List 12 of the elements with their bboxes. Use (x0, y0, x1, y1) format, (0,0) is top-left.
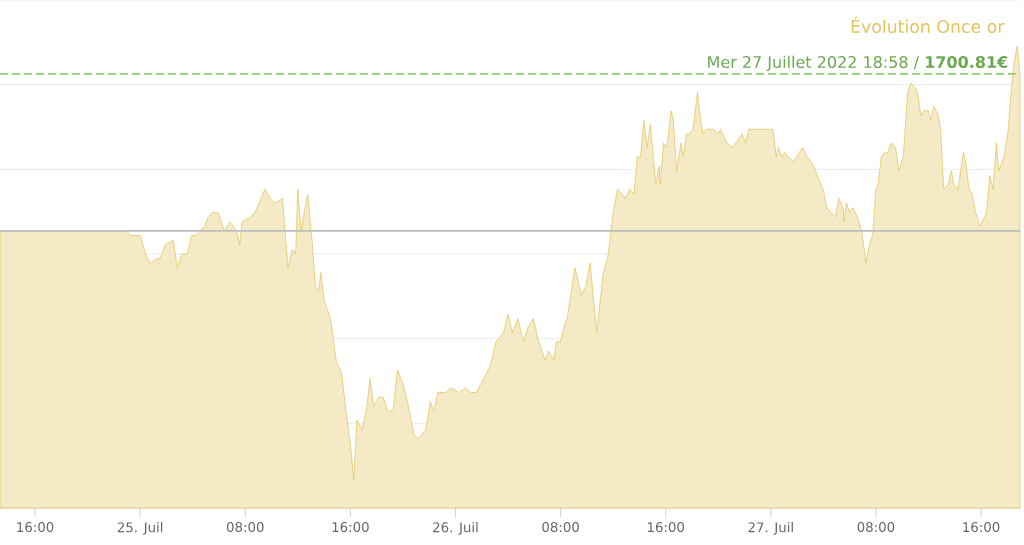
chart-title: Évolution Once or (851, 16, 1005, 34)
x-tick-label: 16:00 (647, 522, 685, 533)
annotation: Mer 27 Juillet 2022 18:58 / 1700.81€ (708, 55, 1008, 72)
x-tick-label: 16:00 (963, 522, 1000, 533)
x-tick-label: 27. Juil (748, 522, 793, 535)
x-tick-label: 08:00 (857, 522, 895, 533)
x-tick-label: 16:00 (332, 522, 369, 533)
x-tick-label: 16:00 (17, 522, 54, 533)
x-tick-label: 26. Juil (433, 522, 478, 535)
x-tick-label: 08:00 (226, 522, 264, 533)
x-tick-label: 25. Juil (117, 522, 163, 535)
x-tick-label: 08:00 (542, 522, 579, 533)
